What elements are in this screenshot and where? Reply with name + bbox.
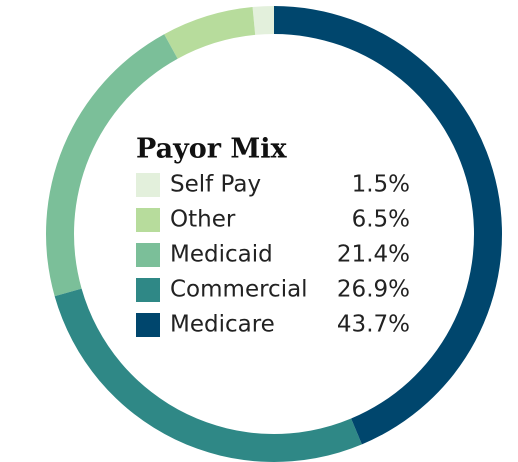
legend-label: Commercial (170, 277, 308, 303)
legend-label: Other (170, 207, 236, 233)
legend-label: Self Pay (170, 172, 261, 198)
donut-slice (274, 6, 502, 445)
donut-slice (164, 7, 256, 59)
legend-swatch (136, 173, 160, 197)
value-label: 43.7% (337, 312, 410, 338)
legend-swatch (136, 243, 160, 267)
chart-title: Payor Mix (136, 134, 288, 165)
legend-label: Medicare (170, 312, 275, 338)
value-label: 21.4% (337, 242, 410, 268)
value-label: 1.5% (352, 172, 410, 198)
legend-swatch (136, 313, 160, 337)
value-label: 26.9% (337, 277, 410, 303)
value-label: 6.5% (352, 207, 410, 233)
donut-slice (252, 6, 274, 35)
legend-label: Medicaid (170, 242, 273, 268)
legend-swatch (136, 208, 160, 232)
donut-slice (45, 34, 178, 297)
donut-slice (54, 288, 362, 462)
legend-swatch (136, 278, 160, 302)
